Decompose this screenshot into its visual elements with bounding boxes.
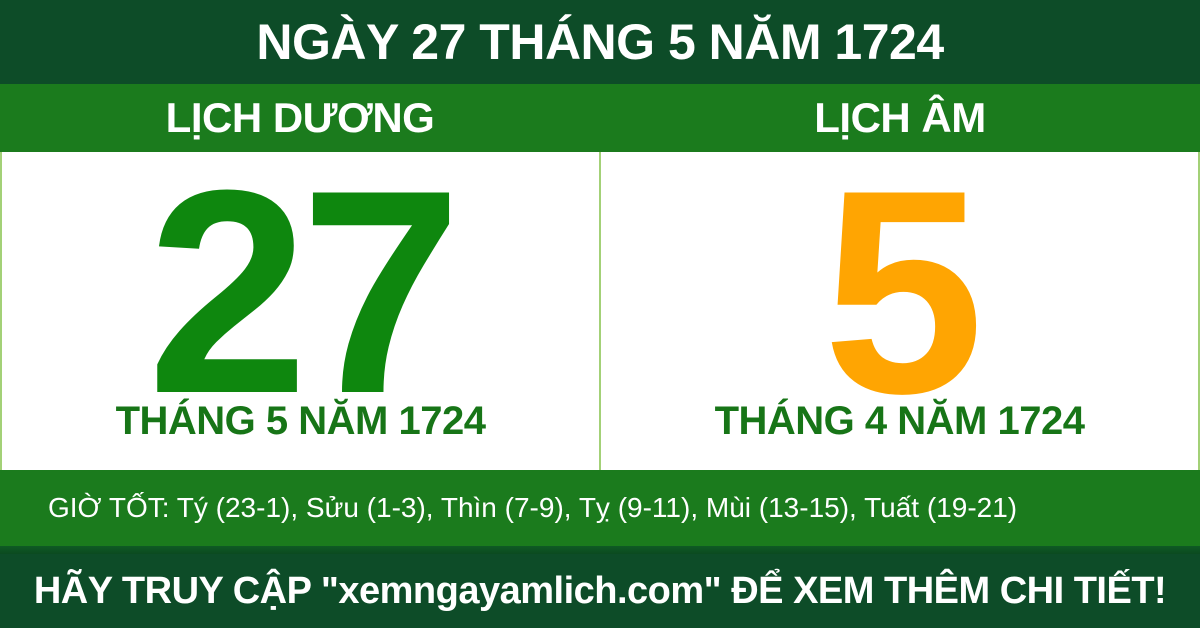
calendar-panels: 27 THÁNG 5 NĂM 1724 5 THÁNG 4 NĂM 1724 [0,147,1200,470]
lunar-month-year: THÁNG 4 NĂM 1724 [714,399,1085,443]
solar-day-number: 27 [147,129,462,454]
footer-separator [0,546,1200,554]
good-hours-bar: GIỜ TỐT: Tý (23-1), Sửu (1-3), Thìn (7-9… [0,470,1200,546]
good-hours-text: GIỜ TỐT: Tý (23-1), Sửu (1-3), Thìn (7-9… [48,492,1018,523]
panel-divider [599,152,601,470]
footer-bar: HÃY TRUY CẬP "xemngayamlich.com" ĐỂ XEM … [0,554,1200,628]
solar-panel: 27 THÁNG 5 NĂM 1724 [2,147,599,470]
date-header-title: NGÀY 27 THÁNG 5 NĂM 1724 [256,14,944,70]
lunar-panel: 5 THÁNG 4 NĂM 1724 [601,147,1198,470]
solar-month-year: THÁNG 5 NĂM 1724 [115,399,486,443]
date-header-bar: NGÀY 27 THÁNG 5 NĂM 1724 [0,0,1200,84]
lunar-day-number: 5 [822,129,984,454]
lunar-calendar-label: LỊCH ÂM [814,94,986,141]
calendar-type-header-bar: LỊCH DƯƠNG LỊCH ÂM [0,84,1200,152]
footer-cta-text: HÃY TRUY CẬP "xemngayamlich.com" ĐỂ XEM … [33,569,1167,612]
solar-calendar-label: LỊCH DƯƠNG [165,94,435,141]
